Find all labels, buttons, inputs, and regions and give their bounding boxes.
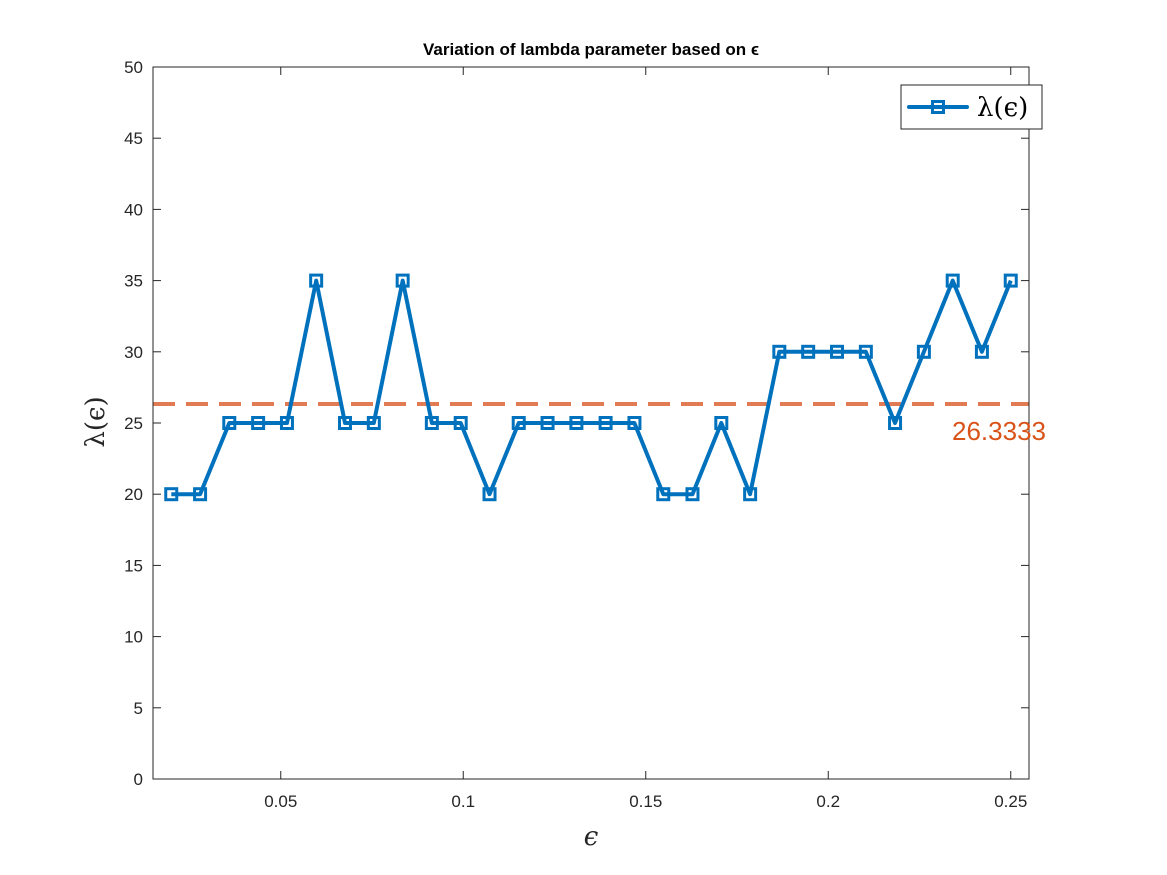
data-point	[366, 416, 381, 430]
legend-label: λ(ϵ)	[977, 93, 1028, 123]
series-line-0	[171, 278, 1013, 497]
y-tick-label: 40	[124, 200, 143, 219]
chart-title: Variation of lambda parameter based on ϵ	[423, 40, 759, 59]
data-point	[830, 344, 845, 359]
data-point	[164, 487, 179, 502]
data-point	[1003, 273, 1018, 288]
data-point	[945, 273, 960, 288]
x-axis-label: ϵ	[584, 822, 599, 852]
data-point	[395, 273, 410, 288]
data-point	[279, 416, 294, 430]
data-point	[222, 416, 237, 430]
data-point	[482, 487, 497, 502]
y-tick-label: 5	[134, 699, 143, 718]
y-tick-label: 15	[124, 556, 143, 575]
y-tick-label: 10	[124, 628, 143, 647]
legend-marker-swatch	[931, 100, 945, 114]
y-axis-label: λ(ϵ)	[81, 396, 111, 447]
y-tick-label: 25	[124, 414, 143, 433]
data-point	[511, 416, 526, 430]
data-point	[453, 416, 468, 430]
reference-line-label: 26.3333	[952, 416, 1046, 446]
legend: λ(ϵ)	[900, 84, 1043, 130]
y-tick-label: 20	[124, 485, 143, 504]
y-tick-label: 50	[124, 58, 143, 77]
data-point	[251, 416, 266, 430]
data-point	[193, 487, 208, 502]
plot-area	[153, 273, 1029, 502]
y-tick-label: 35	[124, 272, 143, 291]
data-point	[337, 416, 352, 430]
x-tick-label: 0.2	[816, 792, 840, 811]
axes: 0.05 0.1 0.15 0.2 0.25 0 5 10 15 20 25 30 35 40 45 50	[124, 58, 1030, 811]
data-point	[685, 487, 700, 502]
data-point	[627, 416, 642, 430]
x-tick-label: 0.05	[264, 792, 297, 811]
data-point	[772, 344, 787, 359]
x-tick-label: 0.1	[451, 792, 475, 811]
data-point	[743, 487, 758, 502]
x-tick-label: 0.15	[629, 792, 662, 811]
data-point	[801, 344, 816, 359]
data-point	[888, 416, 903, 430]
data-point	[974, 344, 989, 359]
data-point	[424, 416, 439, 430]
data-point	[858, 344, 873, 359]
data-point	[714, 416, 729, 430]
data-point	[309, 273, 324, 288]
x-tick-label: 0.25	[994, 792, 1027, 811]
data-point	[916, 344, 931, 359]
y-tick-label: 30	[124, 343, 143, 362]
data-point	[656, 487, 671, 502]
y-tick-label: 0	[134, 770, 143, 789]
data-point	[569, 416, 584, 430]
data-point	[598, 416, 613, 430]
y-tick-label: 45	[124, 129, 143, 148]
data-point	[540, 416, 555, 430]
